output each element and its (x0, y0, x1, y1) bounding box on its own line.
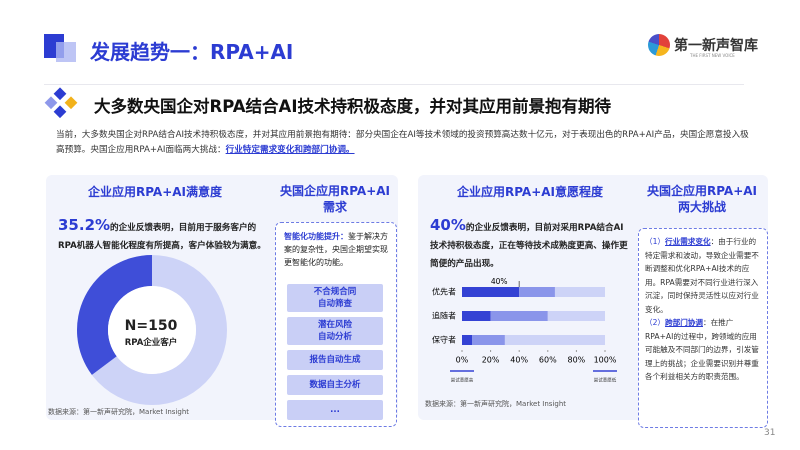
panel-title: 企业应用RPA+AI满意度 (87, 185, 223, 199)
demand-item: ... (287, 400, 383, 420)
donut-center-title: N=150 (124, 318, 178, 334)
demand-body: 鉴于解决方案的复杂性，央国企期望实现更智能化的功能。 (284, 232, 388, 267)
challenge-body: ：由于行业的特定需求和波动，导致企业需要不断调整和优化RPA+AI技术的应用。R… (645, 237, 759, 314)
demand-lead: 智能化功能提升： (284, 232, 348, 241)
logo-icon (648, 34, 670, 56)
panel-title: 企业应用RPA+AI意愿程度 (456, 185, 604, 199)
challenge-lead: （2） (645, 318, 666, 327)
axis-note: 尝试意愿低 (594, 377, 617, 384)
headline: 大多数央国企对RPA结合AI技术持积极态度，并对其应用前景抱有期待 (94, 97, 611, 116)
demand-item: 报告自动生成 (287, 350, 383, 370)
demand-item: 潜在风险 自动分析 (287, 317, 383, 345)
demand-item-line: ... (330, 405, 340, 415)
bar-segment (462, 311, 491, 321)
bar-segment (554, 287, 605, 297)
donut-segment (77, 255, 152, 375)
challenge-body: ：在推广RPA+AI的过程中，跨领域的应用可能触及不同部门的边界，引发管理上的挑… (645, 318, 759, 381)
bar-segment (490, 311, 548, 321)
bar-segment (547, 311, 605, 321)
x-tick-label: 20% (482, 356, 500, 365)
annotation-label: 40% (491, 277, 508, 286)
donut-hole (108, 286, 196, 374)
donut-center-subtitle: RPA企业客户 (124, 338, 178, 348)
bar-segment (462, 335, 473, 345)
challenge-box (638, 228, 768, 428)
bar-segment (462, 287, 520, 297)
source: 数据来源：第一新声研究院，Market Insight (425, 400, 567, 408)
challenge-text: （1）行业需求变化：由于行业的特定需求和波动，导致企业需要不断调整和优化RPA+… (645, 235, 761, 384)
challenge-label: 行业需求变化 (665, 237, 711, 246)
stat-text: 40%的企业反馈表明，目前对采用RPA结合AI技术持积极态度，正在等待技术成熟度… (430, 216, 630, 273)
intro-text: 当前，大多数央国企对RPA结合AI技术持积极态度，并对其应用前景抱有期待：部分央… (56, 130, 749, 155)
panel-title: 央国企应用RPA+AI 需求 (270, 183, 400, 215)
stat-text: 的企业反馈表明，目前用于服务客户的RPA机器人智能化程度有所提高，客户体验较为满… (58, 223, 266, 251)
x-tick-label: 0% (456, 356, 469, 365)
demand-item-line: 数据自主分析 (309, 380, 361, 390)
bar-segment (519, 287, 555, 297)
panel-title-line: 央国企应用RPA+AI (646, 184, 758, 198)
stat-text: 35.2%的企业反馈表明，目前用于服务客户的RPA机器人智能化程度有所提高，客户… (58, 216, 270, 255)
stat: 40% (430, 216, 466, 234)
demand-text: 智能化功能提升：鉴于解决方案的复杂性，央国企期望实现更智能化的功能。 (284, 230, 390, 269)
page-title: 发展趋势一：RPA+AI (90, 40, 294, 64)
logo-text: 第一新声智库 (674, 38, 758, 54)
stat: 35.2% (58, 216, 111, 234)
axis-note: 尝试意愿高 (451, 377, 474, 384)
demand-item-line: 报告自动生成 (309, 355, 361, 365)
panel-title-line: 央国企应用RPA+AI (279, 184, 391, 198)
x-tick-label: 100% (594, 356, 617, 365)
demand-item-line: 自动筛查 (317, 299, 352, 309)
challenge-item: （1）行业需求变化：由于行业的特定需求和波动，导致企业需要不断调整和优化RPA+… (645, 235, 761, 316)
panel-title: 央国企应用RPA+AI 两大挑战 (632, 183, 772, 215)
divider (44, 84, 744, 85)
demand-item-line: 潜在风险 (317, 320, 352, 330)
headline-icon (44, 87, 78, 119)
bar-segment (472, 335, 505, 345)
intro-highlight: 行业特定需求变化和跨部门协调。 (225, 145, 355, 155)
demand-item: 不合规合同 自动筛查 (287, 284, 383, 312)
x-tick-label: 80% (568, 356, 586, 365)
category-label: 优先者 (432, 287, 456, 297)
category-label: 追随者 (432, 311, 456, 321)
challenge-lead: （1） (645, 237, 666, 246)
demand-item-line: 自动分析 (317, 332, 352, 342)
logo-tagline: THE FIRST NEW VOICE (690, 53, 735, 58)
category-label: 保守者 (432, 335, 456, 345)
stat-text: 的企业反馈表明，目前对采用RPA结合AI技术持积极态度，正在等待技术成熟度更高、… (430, 223, 628, 269)
x-tick-label: 40% (510, 356, 528, 365)
bar-segment (504, 335, 605, 345)
panel-title-line: 需求 (322, 200, 347, 214)
intro: 当前，大多数央国企对RPA结合AI技术持积极态度，并对其应用前景抱有期待：部分央… (56, 128, 756, 158)
header-mark (56, 42, 76, 62)
challenge-item: （2）跨部门协调：在推广RPA+AI的过程中，跨领域的应用可能触及不同部门的边界… (645, 316, 761, 384)
x-tick-label: 60% (539, 356, 557, 365)
challenge-label: 跨部门协调 (665, 318, 703, 327)
panel-title-line: 两大挑战 (677, 200, 726, 214)
source: 数据来源：第一新声研究院，Market Insight (48, 408, 190, 416)
page-number: 31 (764, 428, 776, 438)
demand-item: 数据自主分析 (287, 375, 383, 395)
demand-item-line: 不合规合同 (313, 287, 357, 297)
